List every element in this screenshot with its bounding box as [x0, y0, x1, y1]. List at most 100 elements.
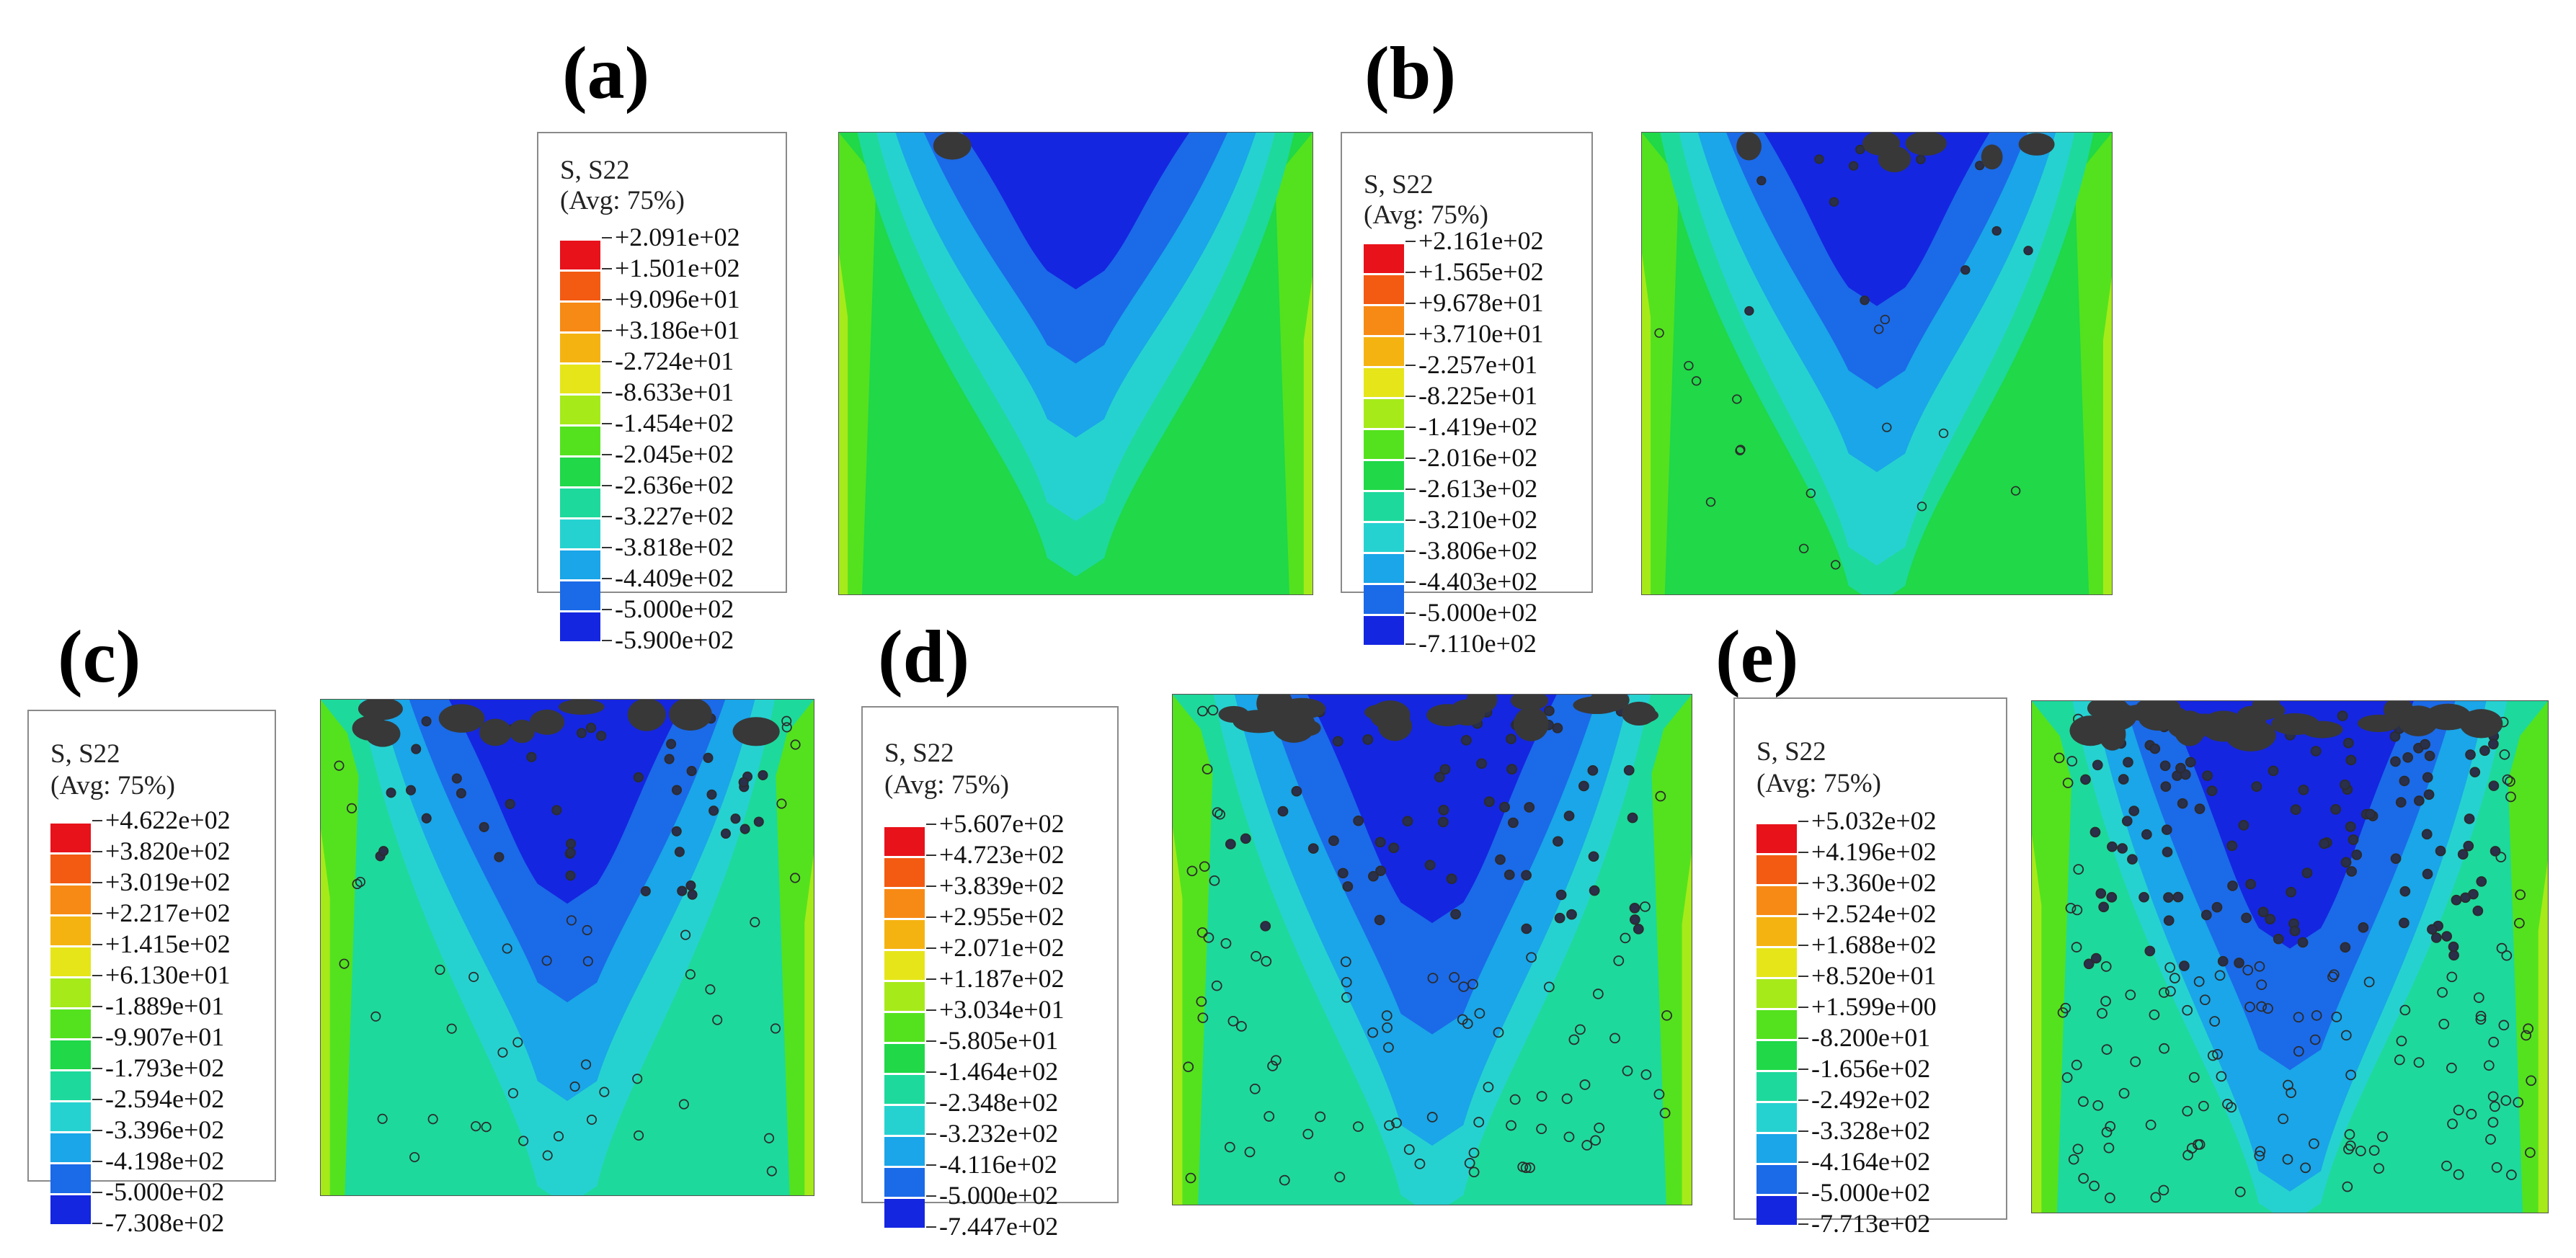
compression-zone — [1369, 700, 1411, 730]
legend-swatch — [884, 982, 925, 1011]
compression-zone — [2087, 700, 2129, 721]
legend-tick — [602, 423, 612, 424]
pore-marker — [1756, 176, 1767, 186]
pore-marker — [435, 964, 445, 976]
pore-marker — [776, 798, 787, 809]
pore-marker — [2105, 1192, 2115, 1203]
legend-swatch — [560, 365, 600, 393]
pore-marker — [1684, 360, 1694, 371]
pore-marker — [2491, 1162, 2502, 1173]
legend-swatch — [1756, 855, 1797, 884]
pore-marker — [2078, 1096, 2089, 1107]
pore-marker — [758, 769, 768, 780]
pore-marker — [446, 1023, 457, 1034]
pore-marker — [705, 984, 716, 995]
pore-marker — [409, 1151, 420, 1163]
legend-value: -7.110e+02 — [1418, 629, 1537, 658]
pore-marker — [2268, 765, 2279, 777]
legend-scale: +2.161e+02 +1.565e+02 +9.678e+01 +3.710e+01… — [1364, 226, 1666, 675]
compression-zone — [2252, 700, 2281, 721]
pore-marker — [1332, 736, 1343, 747]
pore-marker — [1640, 1069, 1652, 1080]
compression-zone — [1513, 707, 1549, 741]
legend-value: +2.091e+02 — [615, 223, 740, 251]
pore-marker — [1279, 1174, 1290, 1186]
pore-marker — [2453, 1169, 2464, 1180]
pore-marker — [1450, 909, 1461, 920]
pore-marker — [2394, 1054, 2405, 1066]
pore-marker — [1526, 952, 1537, 963]
pore-marker — [1251, 950, 1262, 962]
pore-marker — [1521, 923, 1532, 934]
pore-marker — [2293, 1012, 2304, 1023]
legend-swatch — [1756, 1103, 1797, 1132]
legend-swatch — [884, 858, 925, 887]
pore-marker — [1483, 1081, 1494, 1093]
pore-marker — [569, 1081, 580, 1092]
pore-marker — [2309, 1138, 2319, 1149]
pore-marker — [2490, 846, 2501, 857]
pore-marker — [2319, 838, 2330, 849]
pore-marker — [1341, 976, 1352, 988]
legend-swatch — [560, 550, 600, 579]
compression-zone — [1573, 696, 1621, 715]
pore-marker — [2130, 1056, 2141, 1067]
contour-svg — [838, 132, 1313, 595]
pore-marker — [2117, 843, 2128, 854]
pore-marker — [1581, 1140, 1593, 1151]
pore-marker — [1563, 1131, 1575, 1143]
legend-value: +9.678e+01 — [1418, 288, 1544, 317]
legend-value: -5.000e+02 — [939, 1181, 1059, 1210]
pore-marker — [790, 739, 801, 750]
pore-marker — [2083, 958, 2095, 970]
pore-marker — [456, 788, 466, 799]
legend-swatch — [884, 1199, 925, 1228]
legend-entry: -5.805e+01 — [884, 1026, 1187, 1073]
pore-marker — [2502, 774, 2513, 785]
pore-marker — [2446, 1062, 2457, 1074]
legend-value: -5.000e+02 — [1418, 598, 1538, 627]
legend-entry: +3.019e+02 — [50, 867, 353, 914]
pore-marker — [2496, 942, 2508, 954]
legend-value: -2.257e+01 — [1418, 350, 1538, 379]
pore-marker — [1640, 901, 1651, 912]
legend-tick — [92, 1037, 102, 1038]
legend-value: +1.415e+02 — [105, 929, 231, 958]
pore-marker — [1352, 1121, 1364, 1132]
legend-entry: -2.613e+02 — [1364, 474, 1666, 521]
pore-marker — [1186, 865, 1198, 877]
legend-entry: -3.328e+02 — [1756, 1116, 2059, 1163]
pore-marker — [740, 824, 750, 834]
pore-marker — [2377, 1131, 2388, 1142]
legend-value: -5.805e+01 — [939, 1026, 1059, 1055]
legend-tick — [926, 885, 936, 887]
legend-scale: +5.032e+02 +4.196e+02 +3.360e+02 +2.524e+02… — [1756, 806, 2059, 1255]
legend-value: -4.198e+02 — [105, 1146, 225, 1175]
compression-zone — [1510, 694, 1549, 711]
legend-entry: +4.622e+02 — [50, 806, 353, 852]
pore-marker — [2211, 901, 2223, 913]
pore-marker — [1403, 1144, 1415, 1155]
legend-tick — [602, 578, 612, 579]
pore-marker — [2217, 955, 2229, 967]
pore-marker — [720, 828, 731, 839]
legend-swatch — [884, 1044, 925, 1073]
pore-marker — [2212, 1048, 2223, 1060]
pore-marker — [2421, 829, 2433, 840]
legend-tick — [1405, 643, 1416, 645]
stress-band — [2102, 270, 2113, 595]
legend-tick — [1405, 241, 1416, 242]
legend-entry: -5.000e+02 — [884, 1181, 1187, 1228]
pore-marker — [2216, 1071, 2227, 1082]
pore-marker — [1183, 1061, 1194, 1072]
pore-marker — [1855, 144, 1865, 155]
compression-zone — [2018, 133, 2055, 156]
pore-marker — [1277, 806, 1289, 817]
pore-marker — [1367, 870, 1379, 882]
pore-marker — [2193, 1139, 2203, 1150]
legend-value: +3.019e+02 — [105, 867, 231, 896]
legend-swatch — [1364, 523, 1404, 552]
pore-marker — [1587, 765, 1599, 776]
pore-marker — [2100, 996, 2111, 1007]
pore-marker — [677, 885, 688, 896]
